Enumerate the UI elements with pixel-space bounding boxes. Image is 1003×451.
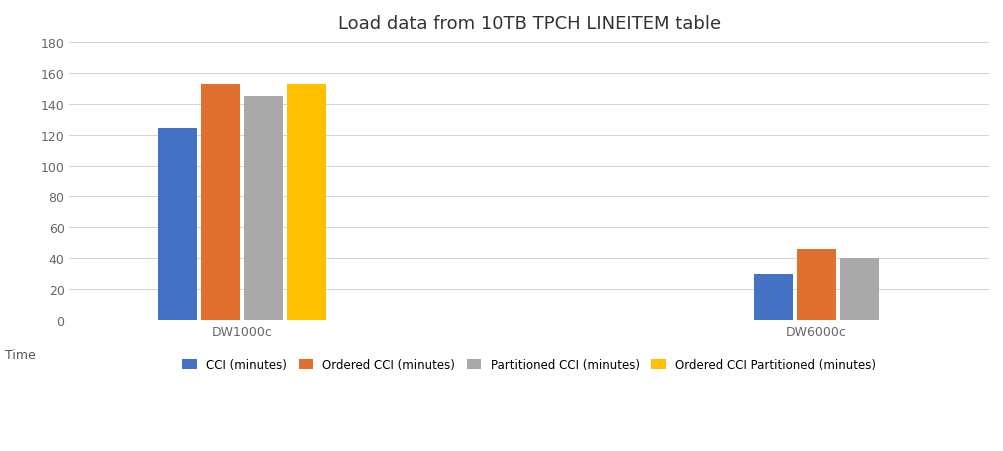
- Bar: [753, 274, 792, 320]
- Legend: CCI (minutes), Ordered CCI (minutes), Partitioned CCI (minutes), Ordered CCI Par: CCI (minutes), Ordered CCI (minutes), Pa…: [178, 353, 880, 376]
- Bar: [201, 84, 240, 320]
- Text: Time: Time: [5, 348, 36, 361]
- Bar: [287, 84, 326, 320]
- Bar: [796, 249, 835, 320]
- Bar: [157, 129, 197, 320]
- Title: Load data from 10TB TPCH LINEITEM table: Load data from 10TB TPCH LINEITEM table: [337, 15, 720, 33]
- Bar: [244, 97, 283, 320]
- Bar: [840, 259, 879, 320]
